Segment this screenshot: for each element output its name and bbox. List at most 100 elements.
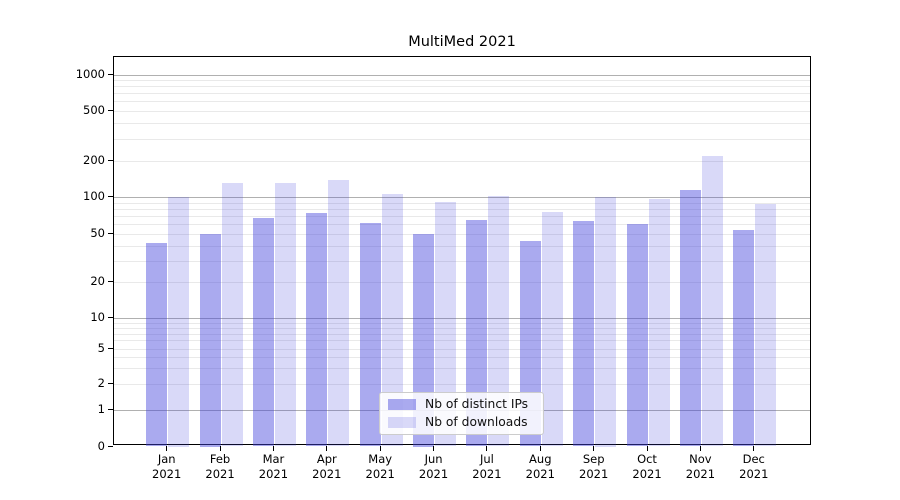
x-tick-mark bbox=[219, 446, 221, 451]
bar-dec-downloads bbox=[755, 204, 777, 447]
legend-swatch-downloads-icon bbox=[388, 417, 416, 428]
y-tick-label: 1 bbox=[97, 401, 105, 416]
minor-gridline bbox=[114, 161, 810, 162]
x-tick-label: Apr 2021 bbox=[312, 452, 342, 481]
major-gridline bbox=[114, 74, 810, 76]
y-tick-label: 500 bbox=[83, 103, 105, 117]
y-tick-label: 5 bbox=[97, 340, 105, 355]
legend-entry-downloads: Nb of downloads bbox=[388, 415, 535, 430]
x-tick-label: Nov 2021 bbox=[685, 452, 716, 481]
x-tick-label: Dec 2021 bbox=[739, 452, 769, 481]
bar-feb-distinct-ips bbox=[199, 234, 221, 447]
bar-nov-downloads bbox=[701, 155, 723, 447]
legend-swatch-distinct-ips-icon bbox=[388, 399, 416, 410]
bar-sep-downloads bbox=[595, 197, 617, 447]
x-tick-label: Oct 2021 bbox=[632, 452, 662, 481]
bar-feb-downloads bbox=[221, 183, 243, 447]
minor-gridline bbox=[114, 101, 810, 103]
x-tick-mark bbox=[593, 446, 595, 451]
x-tick-label: Feb 2021 bbox=[205, 452, 235, 481]
plot-area bbox=[113, 56, 811, 447]
minor-gridline bbox=[114, 245, 810, 247]
legend-entry-distinct-ips: Nb of distinct IPs bbox=[388, 397, 535, 412]
bar-mar-downloads bbox=[274, 183, 296, 447]
major-gridline bbox=[114, 318, 810, 319]
chart-title: MultiMed 2021 bbox=[408, 34, 516, 50]
y-tick-mark bbox=[108, 347, 113, 349]
bar-apr-distinct-ips bbox=[306, 213, 328, 447]
bar-jul-downloads bbox=[488, 195, 510, 447]
minor-gridline bbox=[114, 202, 810, 204]
minor-gridline bbox=[114, 111, 810, 112]
minor-gridline bbox=[114, 80, 810, 82]
y-tick-label: 100 bbox=[83, 189, 105, 203]
y-tick-mark bbox=[108, 281, 113, 282]
bar-jan-distinct-ips bbox=[146, 243, 168, 447]
minor-gridline bbox=[114, 322, 810, 324]
x-tick-mark bbox=[433, 446, 435, 451]
minor-gridline bbox=[114, 327, 810, 329]
y-tick-mark bbox=[108, 110, 113, 111]
y-tick-mark bbox=[108, 408, 113, 410]
y-tick-label: 1000 bbox=[75, 66, 105, 81]
bar-sep-distinct-ips bbox=[573, 220, 595, 447]
bar-mar-distinct-ips bbox=[252, 217, 274, 447]
minor-gridline bbox=[114, 357, 810, 359]
minor-gridline bbox=[114, 260, 810, 262]
minor-gridline bbox=[114, 208, 810, 210]
bar-aug-downloads bbox=[541, 212, 563, 447]
y-tick-mark bbox=[108, 445, 113, 447]
minor-gridline bbox=[114, 333, 810, 335]
minor-gridline bbox=[114, 384, 810, 385]
bar-oct-distinct-ips bbox=[626, 224, 648, 447]
x-tick-label: Sep 2021 bbox=[579, 452, 609, 481]
minor-gridline bbox=[114, 93, 810, 95]
bar-may-downloads bbox=[381, 194, 403, 447]
y-tick-mark bbox=[108, 73, 113, 75]
x-tick-label: Aug 2021 bbox=[525, 452, 555, 481]
y-tick-label: 10 bbox=[90, 310, 105, 324]
x-tick-label: May 2021 bbox=[365, 452, 395, 481]
bar-jan-downloads bbox=[168, 197, 190, 447]
legend-label-distinct-ips: Nb of distinct IPs bbox=[425, 397, 529, 411]
x-tick-mark bbox=[699, 446, 701, 451]
x-tick-label: Mar 2021 bbox=[258, 452, 289, 481]
y-tick-mark bbox=[108, 160, 113, 161]
minor-gridline bbox=[114, 234, 810, 235]
major-gridline bbox=[114, 197, 810, 198]
bar-jun-downloads bbox=[435, 202, 457, 447]
x-tick-mark bbox=[379, 446, 381, 451]
y-tick-mark bbox=[108, 233, 113, 234]
y-tick-label: 50 bbox=[90, 226, 105, 240]
bar-jul-distinct-ips bbox=[466, 219, 488, 447]
x-tick-mark bbox=[326, 446, 328, 451]
minor-gridline bbox=[114, 224, 810, 226]
x-tick-mark bbox=[539, 446, 541, 451]
x-tick-label: Jun 2021 bbox=[418, 452, 449, 481]
y-tick-label: 200 bbox=[83, 153, 105, 167]
bar-nov-distinct-ips bbox=[679, 189, 701, 447]
y-tick-mark bbox=[108, 317, 113, 318]
minor-gridline bbox=[114, 340, 810, 342]
y-tick-label: 0 bbox=[97, 438, 105, 453]
bar-may-distinct-ips bbox=[359, 222, 381, 447]
x-tick-label: Jan 2021 bbox=[152, 452, 182, 481]
x-tick-mark bbox=[486, 446, 488, 451]
bar-oct-downloads bbox=[648, 199, 670, 447]
y-tick-label: 2 bbox=[97, 376, 105, 390]
legend: Nb of distinct IPs Nb of downloads bbox=[379, 392, 544, 435]
bar-dec-distinct-ips bbox=[733, 229, 755, 447]
x-tick-label: Jul 2021 bbox=[472, 452, 502, 481]
x-tick-mark bbox=[166, 446, 168, 451]
x-tick-mark bbox=[272, 446, 274, 451]
y-tick-mark bbox=[108, 196, 113, 197]
minor-gridline bbox=[114, 86, 810, 88]
y-tick-mark bbox=[108, 383, 113, 384]
x-tick-mark bbox=[753, 446, 755, 451]
minor-gridline bbox=[114, 348, 810, 350]
minor-gridline bbox=[114, 123, 810, 125]
minor-gridline bbox=[114, 282, 810, 283]
bar-apr-downloads bbox=[328, 179, 350, 447]
legend-label-downloads: Nb of downloads bbox=[425, 415, 528, 429]
